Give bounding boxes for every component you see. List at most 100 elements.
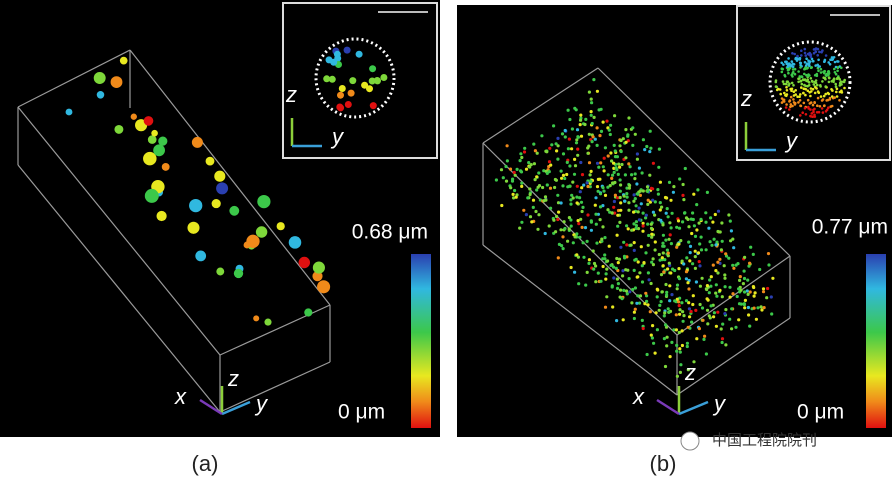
particle [609,123,613,127]
particle [552,124,556,128]
particle [616,261,620,265]
particle [571,241,575,245]
colorbar [411,254,431,428]
particle [678,350,682,354]
colorbar-min: 0 μm [797,401,844,424]
particle [532,142,536,146]
particle [618,195,622,200]
axis-label: y [712,391,727,416]
particle [601,264,605,269]
particle [760,308,764,312]
particle [513,173,517,177]
particle [615,233,619,237]
particle [682,314,686,318]
particle [766,252,771,256]
particle [838,81,842,85]
particle [790,81,794,85]
particle [822,76,825,79]
particle [646,243,650,247]
axis-label: y [330,124,345,149]
particle [669,226,673,230]
particle [645,299,649,303]
particle [566,147,571,151]
particle [631,143,635,147]
particle [580,186,584,190]
particle [536,185,540,189]
particle [659,300,663,304]
particle [715,240,719,244]
particle [624,128,628,132]
particle [535,151,539,155]
particle [794,89,797,92]
particle [687,225,691,229]
particle [743,306,747,310]
particle [788,108,791,111]
particle [549,206,553,210]
particle [680,329,684,333]
particle [614,166,618,170]
particle [816,83,819,87]
particle [509,186,513,190]
particle [563,226,567,231]
particle [710,243,714,247]
particle [621,274,625,278]
particle [794,101,797,105]
particle [599,129,604,133]
axis-label: z [285,82,297,107]
particle [803,47,807,51]
particle [652,341,656,345]
particle [619,288,623,292]
particle [824,85,827,88]
particle [563,176,567,181]
particle [605,119,609,123]
particle [567,137,572,141]
particle [699,217,703,221]
particle [312,261,325,274]
particle [317,280,331,294]
particle [561,235,565,239]
particle [664,211,668,215]
particle [276,222,285,231]
particle [665,335,669,339]
particle [806,98,810,102]
particle [584,283,588,287]
particle [574,141,579,145]
particle [708,316,712,320]
particle [613,149,617,153]
particle [729,239,733,243]
particle [646,188,650,192]
particle [785,82,788,86]
particle [812,51,816,55]
particle [614,266,618,270]
particle [646,271,651,275]
particle [692,192,696,196]
particle [700,306,705,310]
particle [530,220,534,224]
particle [601,165,605,169]
particle [110,76,123,88]
particle [528,215,533,219]
particle [691,211,695,215]
particle [817,65,820,68]
particle [706,322,710,326]
particle [655,328,660,332]
particle [554,178,559,182]
particle [615,256,619,261]
particle [575,128,580,132]
particle [523,146,527,150]
particle [612,265,616,269]
particle [666,254,670,258]
particle [783,73,786,77]
particle [571,180,575,184]
particle [775,88,779,92]
particle [650,260,654,264]
particle [151,129,158,137]
particle [590,101,594,105]
particle [587,132,591,136]
particle [580,225,584,229]
particle [632,199,636,203]
particle [622,288,626,292]
particle [646,222,650,226]
particle [686,368,690,372]
